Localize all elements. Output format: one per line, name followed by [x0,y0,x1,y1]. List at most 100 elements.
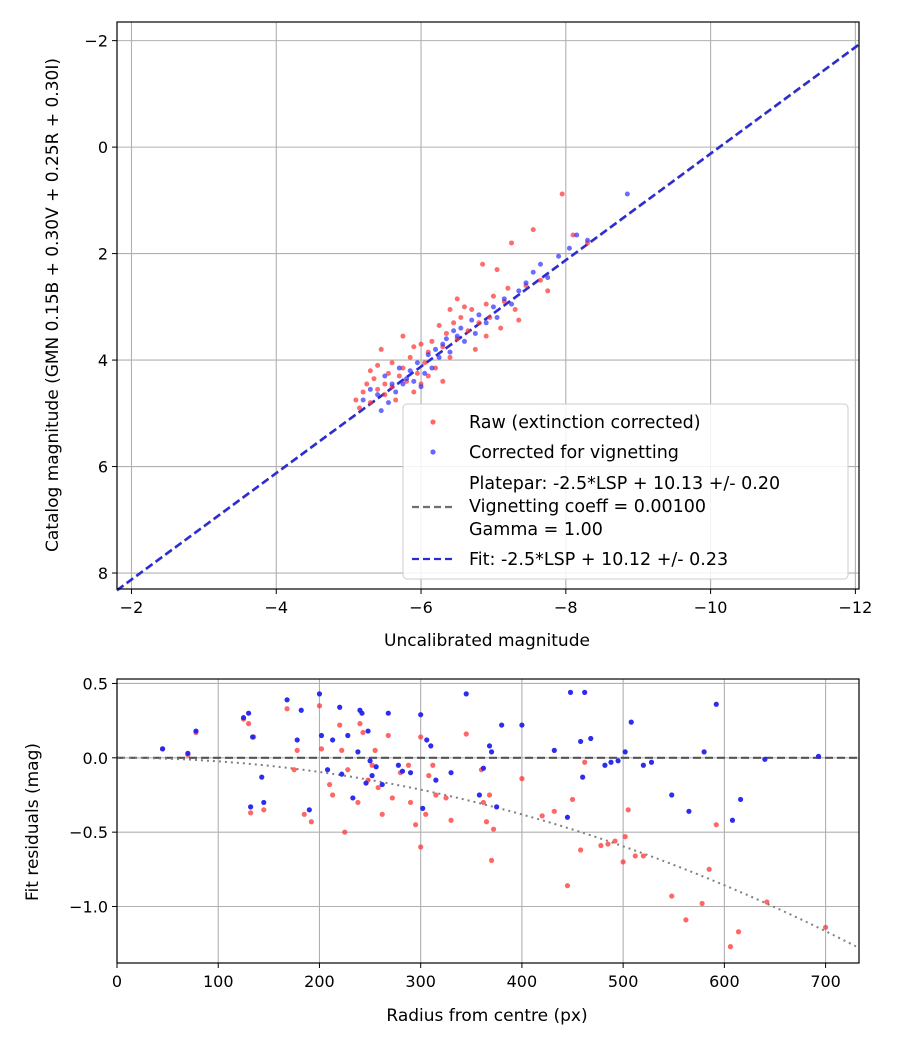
corrected-point [385,400,391,406]
corrected-residual-point [815,753,822,759]
corrected-residual-point [369,773,375,779]
raw-point [371,376,377,382]
bottom-xtick-label: 400 [507,972,538,991]
corrected-residual-point [551,747,557,753]
top-xtick-label: −12 [838,598,872,617]
corrected-point [451,328,457,334]
corrected-point [414,360,420,366]
bottom-xtick-label: 700 [810,972,841,991]
bottom-ytick-label: −0.5 [69,823,108,842]
corrected-residual-point [355,749,361,755]
corrected-point [422,370,428,376]
raw-residual-point [569,796,576,803]
raw-point [516,317,522,323]
raw-point [378,346,384,352]
bottom-xtick-label: 100 [203,972,234,991]
raw-residual-point [407,799,414,806]
raw-residual-point [355,799,361,806]
raw-point [389,360,395,366]
corrected-point [407,368,413,374]
legend-raw-label: Raw (extinction corrected) [469,413,701,433]
corrected-residual-point [582,689,588,695]
raw-residual-point [564,883,571,889]
top-xlabel: Uncalibrated magnitude [384,631,590,651]
raw-residual-point [318,746,325,752]
corrected-residual-point [701,749,707,755]
corrected-residual-point [316,691,323,697]
raw-point [476,320,482,326]
raw-point [545,288,551,294]
corrected-residual-point [648,759,655,765]
corrected-residual-point [737,796,744,803]
bottom-ylabel: Fit residuals (mag) [23,743,43,901]
bottom-xlabel: Radius from centre (px) [386,1006,587,1026]
raw-residual-point [291,767,297,773]
raw-residual-point [389,795,395,801]
corrected-residual-point [729,817,736,823]
corrected-residual-point [519,722,525,728]
corrected-residual-point [373,764,379,770]
bottom-scatter-points [159,689,829,950]
raw-residual-point [490,826,497,832]
raw-point [512,306,518,312]
corrected-residual-point [564,814,571,820]
raw-residual-point [822,924,829,930]
raw-point [367,368,373,374]
corrected-residual-point [499,722,505,728]
corrected-residual-point [418,712,424,718]
raw-residual-point [375,784,381,791]
raw-point [494,267,500,273]
corrected-point [447,349,453,355]
raw-residual-point [683,917,689,923]
bottom-ytick-label: −1.0 [69,897,108,916]
corrected-residual-point [428,743,434,749]
corrected-residual-point [259,774,265,780]
corrected-residual-point [713,701,719,707]
corrected-point [382,373,388,379]
raw-residual-point [539,813,545,819]
corrected-residual-point [480,765,487,771]
top-ticks: −2 −4 −6 −8 −10 −12 −2 0 2 4 6 8 [84,32,872,617]
calibration-chart: −2 −4 −6 −8 −10 −12 −2 0 2 4 6 8 Uncalibrated magni… [43,21,872,651]
raw-residual-point [486,792,493,798]
raw-residual-point [379,811,385,817]
raw-point [458,314,464,320]
corrected-residual-point [185,750,191,756]
corrected-point [509,301,515,307]
raw-point [461,304,467,310]
raw-residual-point [342,829,348,835]
top-ytick-label: 8 [98,564,108,583]
raw-residual-point [519,776,525,782]
bottom-ytick-label: 0.0 [83,749,108,768]
corrected-residual-point [567,689,574,695]
corrected-residual-point [433,777,439,783]
raw-residual-point [582,759,588,765]
top-xtick-label: −8 [554,598,578,617]
bottom-xtick-label: 0 [112,972,122,991]
raw-residual-point [448,817,454,823]
raw-residual-point [699,900,705,907]
corrected-point [367,386,373,392]
bottom-xtick-label: 200 [304,972,335,991]
corrected-point [537,261,543,267]
raw-point [447,354,453,360]
corrected-residual-point [588,735,594,742]
corrected-point [429,365,435,371]
raw-residual-point [622,834,628,840]
corrected-point [624,191,630,197]
corrected-residual-point [762,756,768,762]
raw-residual-point [426,773,432,779]
raw-point [483,301,489,307]
raw-residual-point [369,762,375,768]
raw-residual-point [640,853,646,859]
raw-point [465,328,471,334]
corrected-residual-point [337,704,343,710]
corrected-point [393,389,399,395]
raw-residual-point [612,838,618,844]
raw-residual-point [345,767,351,773]
corrected-point [574,232,580,238]
bottom-plot-frame [116,678,860,964]
raw-point [375,362,381,368]
corrected-residual-point [385,710,391,716]
